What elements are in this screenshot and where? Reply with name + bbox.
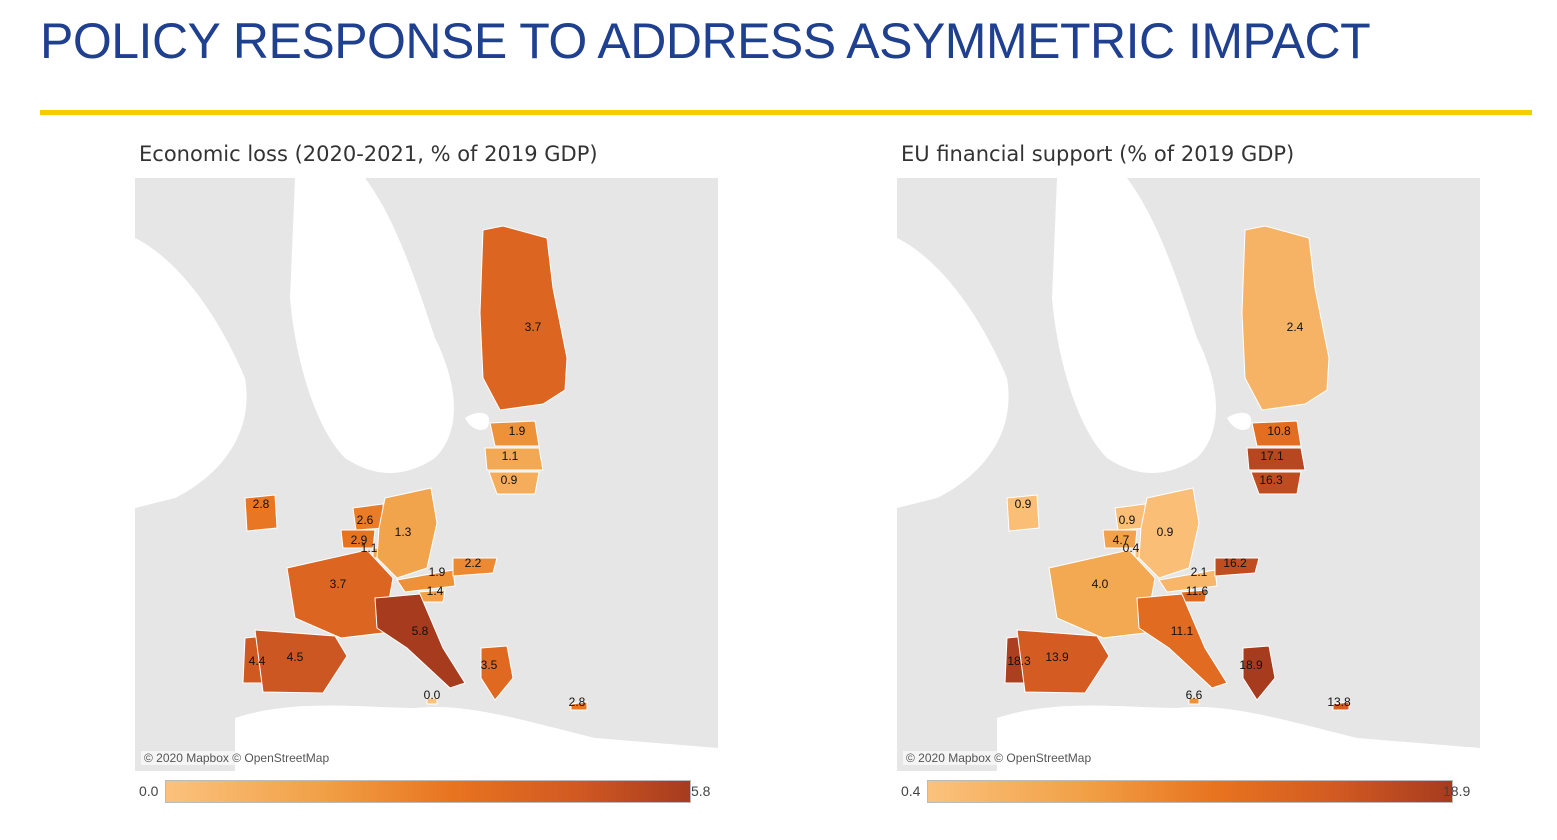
value-label-netherlands: 2.6 — [357, 513, 374, 527]
country-austria[interactable] — [396, 569, 456, 593]
value-label-malta: 6.6 — [1186, 688, 1203, 702]
country-slovakia[interactable] — [1214, 557, 1260, 577]
value-label-portugal: 18.3 — [1007, 654, 1031, 668]
value-label-cyprus: 2.8 — [569, 695, 586, 709]
value-label-ireland: 0.9 — [1015, 497, 1032, 511]
legend-min: 0.4 — [901, 783, 921, 799]
country-greece[interactable] — [480, 645, 514, 701]
country-finland[interactable] — [479, 225, 568, 411]
value-label-finland: 3.7 — [525, 320, 542, 334]
country-spain[interactable] — [254, 629, 348, 694]
sea-area — [290, 178, 454, 473]
map-credit[interactable]: © 2020 Mapbox © OpenStreetMap — [903, 751, 1095, 765]
country-greece[interactable] — [1242, 645, 1276, 701]
land-background — [897, 178, 1480, 771]
value-label-germany: 1.3 — [395, 525, 412, 539]
value-label-greece: 3.5 — [481, 658, 498, 672]
sea-area — [135, 238, 247, 508]
country-cyprus[interactable] — [1332, 701, 1350, 711]
sea-area — [997, 705, 1480, 771]
value-label-spain: 4.5 — [287, 650, 304, 664]
value-label-spain: 13.9 — [1045, 650, 1069, 664]
value-label-slovakia: 16.2 — [1223, 556, 1247, 570]
value-label-estonia: 1.9 — [509, 424, 526, 438]
country-ireland[interactable] — [1006, 494, 1040, 532]
map-title: Economic loss (2020-2021, % of 2019 GDP) — [139, 142, 598, 166]
sea-area — [465, 412, 490, 430]
map-panel-eu-support: EU financial support (% of 2019 GDP) 2.4… — [897, 140, 1497, 820]
value-label-lithuania: 0.9 — [501, 473, 518, 487]
value-label-austria: 2.1 — [1191, 565, 1208, 579]
value-label-austria: 1.9 — [429, 565, 446, 579]
map-panel-economic-loss: Economic loss (2020-2021, % of 2019 GDP)… — [135, 140, 735, 820]
slide-title: POLICY RESPONSE TO ADDRESS ASYMMETRIC IM… — [40, 13, 1371, 69]
legend-min: 0.0 — [139, 783, 159, 799]
value-label-luxembourg: 0.4 — [1123, 541, 1140, 555]
country-france[interactable] — [1048, 549, 1156, 639]
country-spain[interactable] — [1016, 629, 1110, 694]
value-label-greece: 18.9 — [1239, 658, 1263, 672]
value-label-germany: 0.9 — [1157, 525, 1174, 539]
country-cyprus[interactable] — [570, 701, 588, 711]
value-label-lithuania: 16.3 — [1259, 473, 1283, 487]
country-italy[interactable] — [374, 593, 466, 689]
legend-gradient — [927, 780, 1453, 803]
country-ireland[interactable] — [244, 494, 278, 532]
country-latvia[interactable] — [484, 447, 544, 471]
value-label-slovakia: 2.2 — [465, 556, 482, 570]
map-eu-support[interactable]: 2.4 10.8 17.1 16.3 0.9 0.9 4.7 0.4 0.9 2.1 16.2 11.… — [897, 178, 1480, 771]
color-legend: 0.0 5.8 — [135, 780, 735, 804]
value-label-estonia: 10.8 — [1267, 424, 1291, 438]
sea-area — [235, 705, 718, 771]
sea-area — [897, 238, 1009, 508]
value-label-latvia: 1.1 — [502, 449, 519, 463]
value-label-luxembourg: 1.1 — [361, 541, 378, 555]
sea-area — [1227, 412, 1252, 430]
country-lithuania[interactable] — [488, 471, 540, 495]
map-economic-loss[interactable]: 3.7 1.9 1.1 0.9 2.8 2.6 2.9 1.1 1.3 1.9 2.2 1.4 3.7 5… — [135, 178, 718, 771]
value-label-france: 4.0 — [1092, 577, 1109, 591]
legend-max: 18.9 — [1443, 783, 1471, 799]
country-germany[interactable] — [1138, 487, 1200, 579]
country-finland[interactable] — [1241, 225, 1330, 411]
legend-max: 5.8 — [691, 783, 711, 799]
value-label-belgium: 2.9 — [351, 533, 368, 547]
europe-map: 3.71.91.10.92.82.62.91.11.31.92.21.43.75… — [135, 178, 718, 771]
country-malta[interactable] — [1188, 697, 1200, 705]
country-lithuania[interactable] — [1250, 471, 1302, 495]
legend-gradient — [165, 780, 691, 803]
value-label-latvia: 17.1 — [1260, 449, 1284, 463]
map-title: EU financial support (% of 2019 GDP) — [901, 142, 1295, 166]
country-malta[interactable] — [426, 697, 438, 705]
value-label-cyprus: 13.8 — [1327, 695, 1351, 709]
country-latvia[interactable] — [1246, 447, 1306, 471]
land-background — [135, 178, 718, 771]
country-estonia[interactable] — [489, 420, 540, 447]
country-germany[interactable] — [376, 487, 438, 579]
country-austria[interactable] — [1158, 569, 1218, 593]
sea-area — [1052, 178, 1216, 473]
value-label-netherlands: 0.9 — [1119, 513, 1136, 527]
country-slovakia[interactable] — [452, 557, 498, 577]
value-label-italy: 5.8 — [412, 624, 429, 638]
value-label-portugal: 4.4 — [249, 654, 266, 668]
color-legend: 0.4 18.9 — [897, 780, 1497, 804]
value-label-finland: 2.4 — [1287, 320, 1304, 334]
europe-map: 2.4 10.8 17.1 16.3 0.9 0.9 4.70.4 0.9 2.1 16.2 11.… — [897, 178, 1480, 771]
title-underline — [40, 110, 1532, 115]
country-italy[interactable] — [1136, 593, 1228, 689]
value-label-slovenia: 11.6 — [1186, 584, 1209, 598]
map-credit[interactable]: © 2020 Mapbox © OpenStreetMap — [141, 751, 333, 765]
value-label-malta: 0.0 — [424, 688, 441, 702]
value-label-belgium: 4.7 — [1113, 533, 1130, 547]
country-france[interactable] — [286, 549, 394, 639]
value-label-italy: 11.1 — [1171, 624, 1194, 638]
country-estonia[interactable] — [1251, 420, 1302, 447]
value-label-france: 3.7 — [330, 577, 347, 591]
value-label-slovenia: 1.4 — [427, 584, 444, 598]
value-label-ireland: 2.8 — [253, 497, 270, 511]
